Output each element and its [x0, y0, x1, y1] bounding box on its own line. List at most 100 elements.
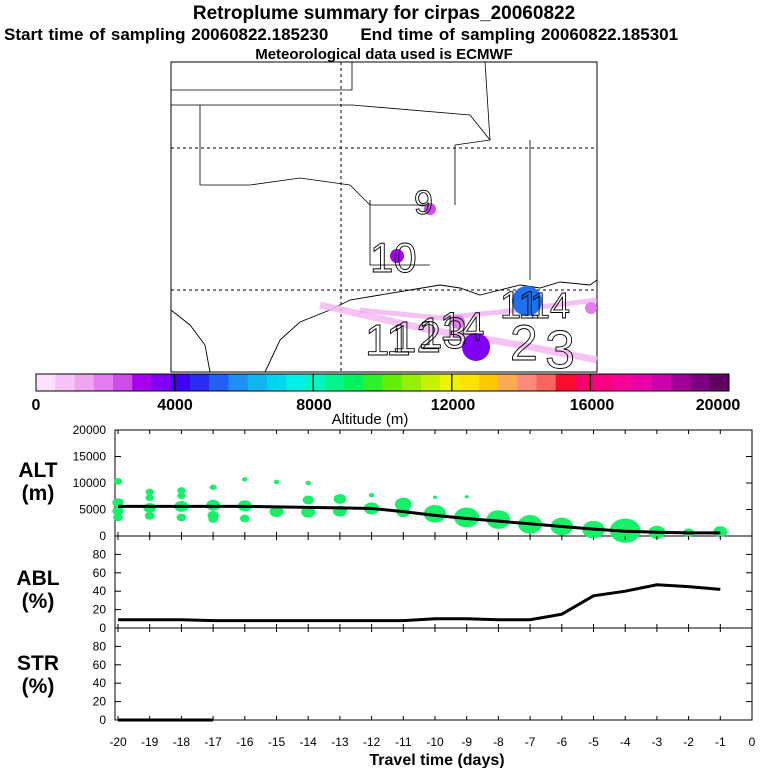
x-tick-label: -13 — [331, 735, 349, 749]
end-time-label: End time of sampling 20060822.185301 — [360, 25, 679, 44]
map-day-label: 10 — [370, 234, 417, 281]
colorbar-swatch — [170, 374, 191, 391]
colorbar-swatch — [36, 374, 56, 391]
plume-centroid-marker — [585, 302, 597, 314]
colorbar-axis-label: Altitude (m) — [332, 411, 409, 428]
x-tick-label: -7 — [525, 735, 536, 749]
colorbar-swatch — [690, 374, 711, 391]
colorbar-swatch — [247, 374, 268, 391]
y-tick-label: 20 — [93, 695, 107, 709]
colorbar-swatch — [671, 374, 691, 391]
map-day-label: 14 — [530, 285, 570, 326]
plume-ribbon — [359, 297, 598, 321]
x-tick-label: -2 — [683, 735, 694, 749]
y-tick-label: 10000 — [73, 476, 107, 490]
altitude-cluster-point — [423, 504, 447, 523]
colorbar-swatch — [132, 374, 152, 391]
x-axis-label: Travel time (days) — [369, 752, 504, 768]
str-chart: 0 20 40 60 80 — [93, 628, 753, 727]
colorbar-swatch — [382, 374, 403, 391]
altitude-cluster-point — [208, 515, 219, 523]
colorbar-tick-label: 20000 — [696, 397, 741, 414]
altitude-cluster-point — [242, 477, 248, 482]
altitude-colorbar — [35, 373, 730, 392]
sampling-times: Start time of sampling 20060822.185230 En… — [4, 25, 768, 45]
altitude-cluster-point — [177, 487, 186, 494]
colorbar-swatch — [498, 374, 518, 391]
colorbar-swatch — [93, 374, 114, 391]
colorbar-swatch — [305, 374, 326, 391]
colorbar-swatch — [363, 374, 383, 391]
map-state-borders — [171, 61, 531, 280]
colorbar-tick-label: 16000 — [570, 397, 615, 414]
colorbar-swatch — [536, 374, 557, 391]
map-day-label: 14 — [440, 305, 485, 349]
map-panel: 9 10 11 12 13 14 11 14 2 3 — [170, 61, 598, 380]
plume-centroid-marker — [462, 333, 490, 361]
colorbar-tick-label: 0 — [32, 397, 41, 414]
map-day-label: 3 — [545, 320, 575, 380]
x-tick-label: 0 — [749, 735, 756, 749]
colorbar-swatch — [267, 374, 287, 391]
alt-chart: 0 5000 10000 15000 20000 — [73, 423, 753, 543]
abl-chart: 0 20 40 60 80 — [93, 536, 753, 635]
colorbar-swatch — [190, 374, 210, 391]
x-tick-label: -10 — [426, 735, 444, 749]
map-day-label: 12 — [392, 313, 441, 362]
x-axis: -20 -19 -18 -17 -16 -15 -14 -13 -12 -11 -10 -9 -8 -7-… — [109, 735, 755, 749]
x-tick-label: -20 — [109, 735, 127, 749]
y-tick-label: 20 — [93, 603, 107, 617]
colorbar-swatch — [55, 374, 75, 391]
plume-centroid-marker — [451, 315, 465, 329]
colorbar-swatch — [286, 374, 306, 391]
str-panel-frame — [114, 627, 753, 721]
altitude-cluster-point — [305, 480, 312, 486]
x-tick-label: -19 — [141, 735, 159, 749]
alt-panel-label: ALT (m) — [18, 459, 57, 505]
start-time-label: Start time of sampling 20060822.185230 — [4, 25, 329, 44]
altitude-cluster-point — [176, 513, 187, 522]
x-tick-label: -15 — [268, 735, 286, 749]
altitude-cluster-point — [112, 498, 124, 508]
map-coastline — [170, 279, 598, 373]
plume-centroid-marker — [512, 286, 542, 316]
y-tick-label: 80 — [93, 547, 107, 561]
map-day-label: 2 — [510, 315, 538, 371]
plume-centroid-marker — [424, 203, 436, 215]
x-tick-label: -18 — [173, 735, 191, 749]
y-tick-label: 15000 — [73, 450, 107, 464]
abl-series-line — [118, 583, 721, 623]
altitude-cluster-point — [239, 514, 250, 523]
colorbar-swatch — [594, 374, 614, 391]
x-tick-label: -16 — [236, 735, 254, 749]
map-day-label: 9 — [414, 184, 433, 222]
colorbar-swatch — [478, 374, 499, 391]
y-tick-label: 40 — [93, 584, 107, 598]
altitude-cluster-point — [368, 492, 375, 498]
altitude-cluster-point — [486, 510, 511, 529]
altitude-cluster-point — [301, 506, 316, 518]
x-tick-label: -14 — [300, 735, 318, 749]
y-tick-label: 0 — [99, 621, 106, 635]
x-tick-label: -4 — [620, 735, 631, 749]
alt-label-text: ALT — [18, 459, 57, 482]
altitude-cluster-point — [209, 484, 217, 490]
altitude-cluster-point — [112, 506, 124, 516]
colorbar-swatch — [228, 374, 249, 391]
altitude-cluster-point — [464, 495, 469, 499]
colorbar-swatch — [209, 374, 229, 391]
colorbar-swatch — [613, 374, 634, 391]
altitude-cluster-point — [432, 495, 438, 499]
x-tick-label: -3 — [652, 735, 663, 749]
colorbar-swatch — [459, 374, 480, 391]
abl-panel-label: ABL (%) — [16, 567, 59, 613]
colorbar-swatch — [632, 374, 653, 391]
abl-panel-frame — [114, 535, 753, 629]
altitude-cluster-point — [144, 512, 155, 520]
altitude-cluster-point — [113, 478, 123, 485]
altitude-cluster-point — [177, 492, 186, 500]
altitude-cluster-point — [273, 479, 280, 485]
plume-centroid-marker — [390, 249, 404, 263]
chart-title: Retroplume summary for cirpas_20060822 — [192, 3, 576, 24]
